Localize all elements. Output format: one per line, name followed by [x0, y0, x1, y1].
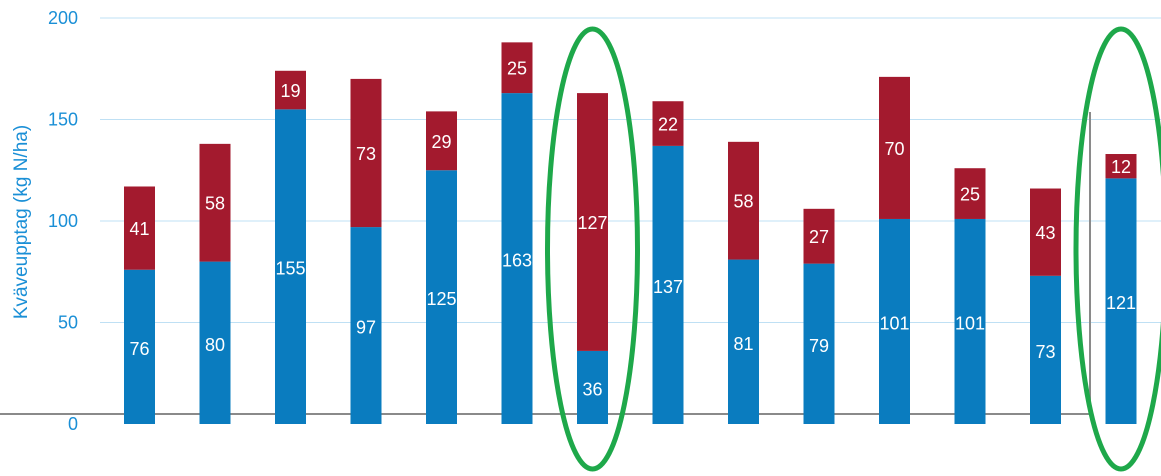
bar-value-label: 163 [502, 251, 532, 271]
bar-value-label: 76 [129, 339, 149, 359]
bar-value-label: 27 [809, 227, 829, 247]
bar-segment [577, 93, 608, 351]
y-tick-label: 200 [48, 8, 78, 28]
bar-segment [652, 145, 684, 424]
bar-labels: 76 41 80 58 155 19 97 73 125 29 163 25 36 127 137 22 81 5… [129, 59, 1136, 400]
bar-value-label: 137 [653, 277, 683, 297]
bar-value-label: 58 [205, 194, 225, 214]
bar-segment [1030, 275, 1061, 424]
bar-value-label: 43 [1035, 223, 1055, 243]
highlight-ellipse [1073, 26, 1161, 472]
y-tick-label: 50 [58, 313, 78, 333]
bar-value-label: 25 [507, 59, 527, 79]
bar-segment [426, 111, 457, 171]
gridlines [100, 17, 1161, 323]
bar-value-label: 73 [356, 144, 376, 164]
bar-segment [350, 227, 382, 424]
bar-segment [501, 42, 533, 94]
bar-segment [350, 78, 382, 228]
bar-segment [577, 350, 608, 424]
bar-segment [124, 269, 155, 424]
bar-segment [199, 261, 231, 424]
bar-value-label: 101 [955, 313, 985, 333]
bar-segment [426, 170, 457, 424]
bar-value-label: 81 [733, 334, 753, 354]
bar-value-label: 58 [733, 192, 753, 212]
y-tick-label: 0 [68, 414, 78, 434]
bar-segment [1105, 178, 1137, 424]
bar-segment [803, 263, 835, 424]
bar-segment [728, 141, 759, 260]
bar-value-label: 127 [577, 213, 607, 233]
bar-value-label: 80 [205, 335, 225, 355]
y-tick-label: 150 [48, 110, 78, 130]
bar-value-label: 41 [129, 219, 149, 239]
highlight-ellipses [545, 26, 1161, 472]
bar-segment [1030, 188, 1061, 276]
bar-segment [879, 218, 910, 424]
bar-value-label: 12 [1111, 157, 1131, 177]
bar-segment [501, 93, 533, 425]
frame-line [0, 112, 1091, 415]
bar-segment [728, 259, 759, 424]
bar-value-label: 70 [884, 139, 904, 159]
bar-value-label: 121 [1106, 293, 1136, 313]
y-axis-ticks: 0 50 100 150 200 [48, 8, 78, 434]
bar-value-label: 101 [879, 313, 909, 333]
bar-segment [879, 76, 910, 219]
bar-value-label: 29 [431, 132, 451, 152]
bar-value-label: 79 [809, 336, 829, 356]
bar-value-label: 73 [1035, 342, 1055, 362]
y-tick-label: 100 [48, 211, 78, 231]
bar-segment [954, 168, 986, 219]
bar-segment [199, 143, 231, 262]
bar-segment [275, 109, 306, 424]
bar-value-label: 155 [275, 259, 305, 279]
y-axis-label: Kväveupptag (kg N/ha) [11, 125, 32, 319]
bar-segment [124, 186, 155, 270]
bar-value-label: 36 [582, 379, 602, 399]
bar-segment [803, 208, 835, 264]
bar-segment [954, 218, 986, 424]
bar-segment [275, 70, 306, 110]
bars [124, 42, 1137, 425]
bar-segment [1105, 154, 1137, 179]
bar-value-label: 25 [960, 185, 980, 205]
highlight-ellipse [545, 26, 640, 472]
bar-segment [652, 101, 684, 146]
bar-value-label: 22 [658, 115, 678, 135]
bar-value-label: 125 [426, 289, 456, 309]
bar-value-label: 19 [280, 81, 300, 101]
bar-value-label: 97 [356, 318, 376, 338]
